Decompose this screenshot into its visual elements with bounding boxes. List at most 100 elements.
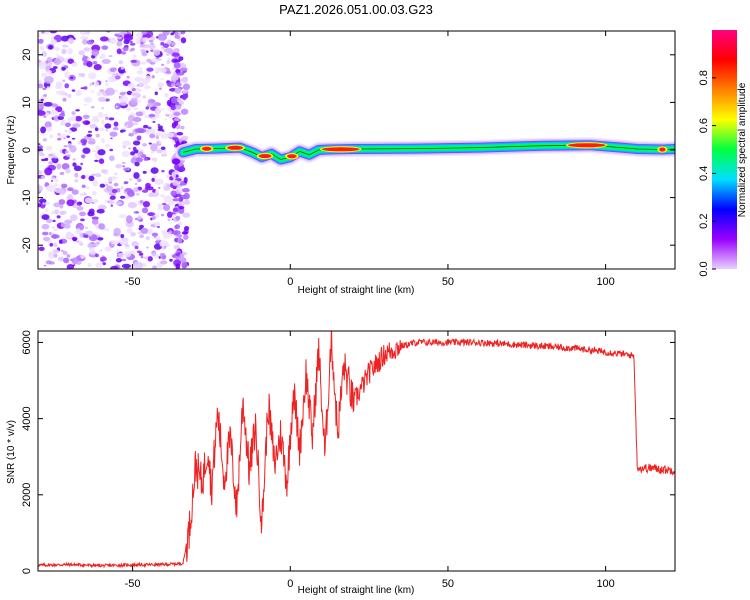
noise-blob	[88, 175, 95, 182]
noise-blob	[157, 127, 164, 132]
colorbar-tick-label: 0.6	[698, 118, 710, 133]
noise-blob	[75, 90, 82, 96]
noise-blob	[160, 146, 166, 151]
noise-blob	[132, 95, 136, 99]
ridge-hot-core	[201, 146, 212, 151]
noise-blob	[52, 106, 56, 109]
noise-blob	[120, 129, 126, 132]
noise-blob	[135, 192, 140, 196]
noise-blob	[170, 105, 176, 111]
noise-blob	[172, 179, 179, 187]
noise-blob	[160, 260, 168, 265]
noise-blob	[133, 117, 142, 123]
noise-blob	[51, 226, 55, 229]
noise-blob	[148, 192, 154, 198]
noise-blob	[183, 234, 189, 240]
spectrogram-y-ticks: -20 -10 0 10 20	[21, 49, 675, 253]
noise-blob	[118, 239, 128, 244]
noise-blob	[132, 187, 138, 192]
noise-blob	[63, 145, 68, 148]
noise-blob	[73, 165, 82, 172]
noise-blob	[67, 58, 74, 64]
noise-blob	[71, 137, 76, 140]
noise-blob	[138, 100, 142, 103]
noise-blob	[74, 115, 83, 122]
noise-blob	[89, 82, 93, 87]
noise-blob	[59, 113, 66, 118]
colorbar-scale	[712, 30, 737, 269]
y-tick-label: 6000	[21, 330, 33, 354]
noise-blob	[83, 47, 91, 52]
noise-blob	[171, 122, 177, 129]
noise-blob	[111, 42, 116, 45]
noise-blob	[133, 172, 140, 179]
noise-blob	[165, 70, 172, 75]
noise-blob	[48, 109, 59, 115]
noise-blob	[175, 170, 179, 173]
noise-blob	[161, 108, 165, 111]
noise-blob	[93, 242, 100, 247]
noise-blob	[172, 254, 177, 259]
noise-blob	[175, 97, 182, 102]
noise-blob	[83, 86, 88, 90]
noise-blob	[75, 109, 80, 112]
noise-blob	[182, 212, 191, 218]
noise-blob	[43, 75, 54, 84]
noise-blob	[88, 138, 96, 145]
noise-blob	[180, 31, 186, 35]
noise-blob	[92, 179, 99, 187]
noise-blob	[38, 185, 44, 192]
noise-blob	[45, 184, 56, 192]
ridge-hot-core	[321, 147, 360, 152]
noise-blob	[104, 199, 108, 203]
noise-blob	[152, 175, 158, 179]
noise-blob	[138, 252, 144, 256]
noise-blob	[83, 103, 88, 106]
noise-blob	[53, 46, 61, 51]
noise-blob	[45, 126, 53, 132]
noise-blob	[167, 218, 171, 222]
noise-blob	[147, 126, 152, 130]
noise-blob	[53, 183, 58, 187]
noise-blob	[162, 202, 167, 206]
noise-blob	[157, 58, 162, 61]
snr-y-label: SNR (10 * v/v)	[6, 420, 17, 484]
noise-blob	[175, 82, 182, 87]
noise-blob	[142, 37, 149, 42]
noise-blob	[81, 174, 86, 180]
y-tick-label: 10	[21, 96, 33, 108]
snr-x-ticks: -50 0 50 100	[125, 331, 615, 590]
colorbar-ticks: 0.0 0.2 0.4 0.6 0.8	[698, 70, 716, 277]
noise-blob	[143, 256, 149, 260]
noise-blob	[157, 125, 163, 129]
noise-blob	[151, 36, 155, 41]
noise-blob	[175, 263, 181, 269]
noise-blob	[159, 67, 167, 73]
noise-blob	[157, 207, 163, 211]
noise-blob	[148, 44, 156, 50]
noise-blob	[109, 131, 118, 137]
noise-blob	[177, 72, 185, 76]
noise-blob	[124, 31, 128, 34]
noise-blob	[44, 201, 51, 205]
noise-blob	[44, 167, 53, 176]
noise-blob	[118, 95, 129, 103]
noise-blob	[168, 200, 175, 206]
noise-blob	[67, 94, 72, 98]
snr-series-line	[38, 331, 675, 569]
noise-blob	[71, 236, 78, 241]
noise-blob	[109, 37, 117, 44]
noise-blob	[39, 103, 45, 108]
noise-blob	[67, 37, 75, 44]
noise-blob	[94, 159, 99, 162]
noise-blob	[41, 223, 50, 230]
noise-blob	[63, 137, 66, 140]
noise-blob	[42, 231, 49, 236]
noise-blob	[130, 151, 136, 156]
noise-blob	[79, 31, 87, 36]
snr-frame	[37, 330, 676, 572]
noise-blob	[64, 83, 70, 89]
noise-blob	[79, 232, 84, 238]
noise-blob	[72, 123, 81, 128]
